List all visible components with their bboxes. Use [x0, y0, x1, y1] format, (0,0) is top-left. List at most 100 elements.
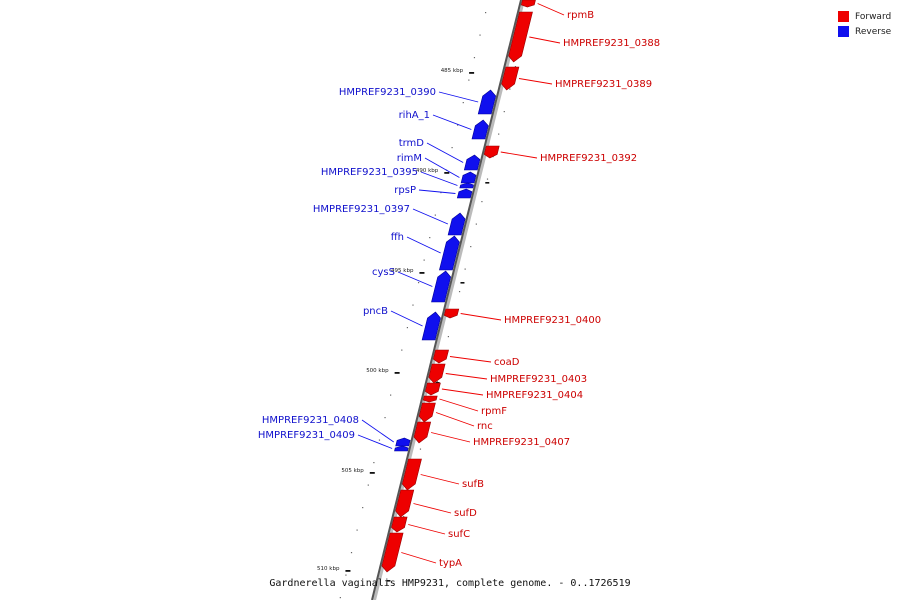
gene-arrow-HMPREF9231_0408: [395, 437, 411, 447]
minor-tick-right: [447, 336, 449, 338]
tick-label: 500 kbp: [366, 368, 389, 374]
major-tick-right: [460, 282, 465, 284]
leader-line-HMPREF9231_0390: [438, 91, 479, 103]
leader-line-rpmF: [439, 398, 479, 412]
gene-arrow-sufC: [391, 516, 408, 533]
backbone-line: [371, 0, 522, 601]
gene-label-ffh: ffh: [391, 232, 404, 243]
minor-tick-left: [485, 12, 487, 14]
minor-tick-right: [475, 223, 477, 225]
minor-tick-right: [503, 111, 505, 113]
gene-arrow-HMPREF9231_0395: [459, 182, 474, 189]
minor-tick-right: [436, 381, 438, 383]
minor-tick-left: [345, 574, 347, 576]
minor-tick-left: [479, 34, 481, 36]
leader-line-pncB: [390, 310, 423, 327]
minor-tick-left: [468, 79, 470, 81]
gene-arrow-rnc: [418, 402, 436, 423]
gene-arrow-rpmF: [422, 395, 438, 403]
gene-label-HMPREF9231_0403: HMPREF9231_0403: [490, 374, 587, 385]
leader-line-HMPREF9231_0388: [529, 36, 561, 44]
minor-tick-left: [423, 259, 425, 261]
gene-label-trmD: trmD: [399, 138, 425, 149]
legend-item-reverse: Reverse: [838, 24, 900, 39]
minor-tick-left: [417, 282, 420, 284]
gene-label-HMPREF9231_0392: HMPREF9231_0392: [540, 153, 637, 164]
minor-tick-right: [498, 133, 500, 135]
leader-line-coaD: [449, 356, 492, 363]
leader-line-HMPREF9231_0397: [412, 208, 449, 225]
gene-arrow-HMPREF9231_0390: [477, 89, 497, 115]
minor-tick-left: [367, 484, 369, 486]
minor-tick-left: [401, 349, 403, 351]
major-tick-left: [469, 72, 475, 74]
leader-line-HMPREF9231_0404: [441, 388, 484, 396]
minor-tick-right: [403, 516, 405, 518]
gene-label-rpmF: rpmF: [481, 406, 507, 417]
genome-caption: Gardnerella vaginalis HMP9231, complete …: [269, 578, 631, 589]
leader-line-cysS: [397, 271, 433, 287]
leader-line-HMPREF9231_0400: [460, 313, 502, 321]
gene-label-sufD: sufD: [454, 508, 477, 519]
forward-swatch-icon: [838, 11, 849, 22]
leader-line-HMPREF9231_0389: [518, 78, 553, 85]
legend-label-reverse: Reverse: [855, 26, 892, 37]
gene-label-sufB: sufB: [462, 479, 484, 490]
gene-arrow-HMPREF9231_0397: [447, 212, 466, 236]
tick-label: 490 kbp: [416, 168, 439, 174]
minor-tick-left: [457, 124, 459, 126]
leader-line-rpmB: [537, 3, 565, 16]
gene-label-coaD: coaD: [494, 357, 520, 368]
gene-arrow-ffh: [439, 235, 460, 271]
leader-line-rimM: [424, 157, 460, 178]
gene-arrow-trmD: [463, 154, 481, 171]
minor-tick-left: [451, 147, 453, 149]
minor-tick-left: [412, 304, 414, 306]
major-tick-left: [419, 272, 425, 274]
gene-label-HMPREF9231_0409: HMPREF9231_0409: [258, 430, 355, 441]
minor-tick-left: [429, 237, 431, 239]
minor-tick-left: [373, 462, 375, 464]
gene-label-HMPREF9231_0395: HMPREF9231_0395: [321, 167, 418, 178]
gene-label-rnc: rnc: [477, 421, 493, 432]
gene-label-HMPREF9231_0400: HMPREF9231_0400: [504, 315, 601, 326]
major-tick-right: [485, 182, 490, 184]
leader-line-HMPREF9231_0407: [430, 432, 471, 443]
gene-label-HMPREF9231_0408: HMPREF9231_0408: [262, 415, 359, 426]
gene-arrow-rimM: [460, 171, 477, 184]
gene-arrow-HMPREF9231_0403: [428, 363, 446, 384]
gene-arrow-coaD: [432, 349, 449, 364]
gene-label-HMPREF9231_0404: HMPREF9231_0404: [486, 390, 583, 401]
major-tick-right: [386, 580, 391, 582]
minor-tick-right: [464, 268, 466, 270]
gene-label-HMPREF9231_0407: HMPREF9231_0407: [473, 437, 570, 448]
major-tick-left: [345, 570, 351, 572]
minor-tick-right: [481, 201, 483, 203]
minor-tick-left: [462, 102, 464, 104]
leader-line-HMPREF9231_0409: [357, 434, 393, 449]
minor-tick-right: [470, 246, 472, 248]
gene-arrow-HMPREF9231_0400: [443, 308, 460, 319]
leader-line-typA: [401, 552, 437, 564]
gene-arrow-rihA_1: [471, 119, 489, 140]
leader-line-ffh: [406, 236, 441, 254]
leader-line-rihA_1: [432, 114, 472, 130]
gene-arrow-HMPREF9231_0388: [508, 11, 533, 63]
gene-label-cysS: cysS: [372, 267, 395, 278]
gene-arrow-HMPREF9231_0404: [424, 382, 441, 396]
legend-label-forward: Forward: [855, 11, 892, 22]
gene-arrow-HMPREF9231_0389: [501, 66, 520, 91]
legend-item-forward: Forward: [838, 9, 900, 24]
tick-label: 485 kbp: [441, 68, 464, 74]
minor-tick-right: [509, 88, 511, 90]
gene-label-HMPREF9231_0397: HMPREF9231_0397: [313, 204, 410, 215]
minor-tick-left: [473, 57, 476, 59]
gene-label-rpsP: rpsP: [394, 185, 416, 196]
leader-line-HMPREF9231_0392: [500, 151, 538, 159]
gene-arrow-rpmB: [520, 0, 536, 8]
leader-line-sufC: [408, 524, 446, 535]
gene-arrow-sufD: [395, 489, 415, 518]
gene-arrow-sufB: [401, 458, 422, 491]
minor-tick-right: [386, 583, 388, 585]
